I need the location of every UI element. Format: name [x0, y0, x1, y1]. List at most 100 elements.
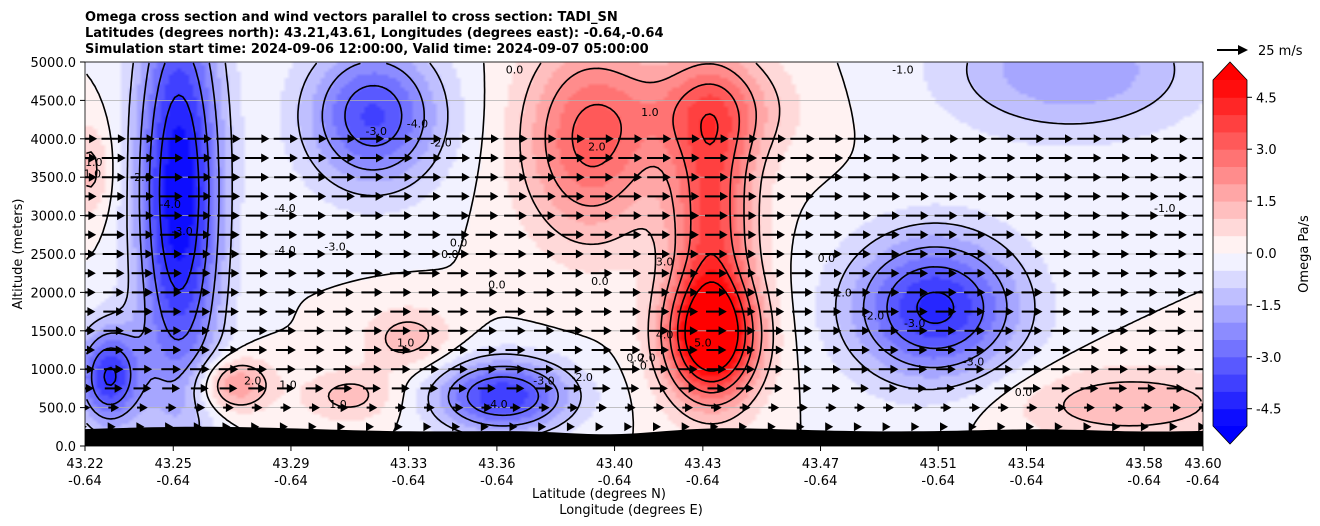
- wind-vector: [1136, 287, 1158, 297]
- wind-vector: [1192, 137, 1203, 140]
- colorbar-swatch: [1213, 408, 1247, 427]
- wind-vector: [561, 211, 585, 221]
- wind-vector: [705, 268, 728, 278]
- contour-label: 1.0: [329, 398, 347, 411]
- colorbar-swatch: [1213, 149, 1247, 167]
- quiver-key-label: 25 m/s: [1258, 44, 1303, 59]
- colorbar-swatch: [1213, 374, 1247, 392]
- wind-vector: [790, 191, 815, 201]
- wind-vector: [417, 172, 442, 182]
- contour-label: -2.0: [863, 309, 884, 322]
- wind-vector: [1079, 345, 1100, 355]
- wind-vector: [1193, 233, 1203, 236]
- wind-vector: [704, 191, 728, 201]
- wind-vector: [876, 172, 901, 182]
- wind-vector: [763, 268, 785, 278]
- wind-vector: [940, 403, 952, 413]
- x-tick-label-lon: -0.64: [1127, 474, 1161, 489]
- wind-vector: [762, 249, 785, 259]
- wind-vector: [849, 326, 871, 336]
- y-tick-label: 2000.0: [31, 286, 77, 301]
- wind-vector: [131, 249, 154, 259]
- wind-vector: [936, 345, 956, 355]
- wind-vector: [647, 153, 671, 163]
- wind-vector: [85, 425, 87, 428]
- wind-vector: [302, 172, 327, 182]
- wind-vector: [677, 287, 699, 297]
- wind-vector: [677, 364, 698, 374]
- colorbar-swatch: [1213, 80, 1247, 98]
- wind-vector: [132, 326, 153, 336]
- wind-vector: [878, 326, 899, 336]
- wind-vector: [189, 345, 210, 355]
- wind-vector: [417, 191, 441, 201]
- wind-vector: [85, 404, 91, 411]
- wind-vector: [905, 211, 929, 221]
- wind-vector: [274, 230, 298, 240]
- wind-vector: [560, 153, 585, 163]
- wind-vector: [764, 364, 784, 374]
- contour-label: 0.0: [488, 279, 506, 292]
- wind-vector: [245, 211, 269, 221]
- wind-vector: [591, 287, 613, 297]
- wind-vector: [821, 364, 841, 374]
- wind-vector: [1165, 364, 1186, 374]
- wind-vector: [159, 172, 183, 182]
- chart-title-line-3: Simulation start time: 2024-09-06 12:00:…: [85, 42, 649, 57]
- chart-title-line-1: Omega cross section and wind vectors par…: [85, 10, 618, 25]
- wind-vector: [245, 172, 269, 182]
- wind-vector: [706, 326, 727, 336]
- colorbar-swatch: [1213, 287, 1247, 306]
- wind-vector: [130, 191, 154, 201]
- wind-vector: [388, 134, 413, 144]
- wind-vector: [85, 364, 95, 374]
- wind-vector: [1137, 364, 1157, 374]
- wind-vector: [618, 191, 642, 201]
- wind-vector: [476, 268, 498, 278]
- wind-vector: [878, 364, 899, 374]
- wind-vector: [906, 249, 929, 259]
- contour-label: -2.0: [571, 371, 592, 384]
- wind-vector: [360, 191, 384, 201]
- x-tick-label-lon: -0.64: [1010, 474, 1044, 489]
- wind-vector: [877, 191, 901, 201]
- wind-vector: [532, 134, 557, 144]
- wind-vector: [650, 383, 668, 393]
- wind-vector: [764, 383, 783, 393]
- wind-vector: [452, 422, 461, 432]
- x-tick-label-lat: 43.33: [390, 457, 427, 472]
- wind-vector: [825, 422, 834, 432]
- wind-vector: [302, 134, 327, 144]
- colorbar-swatch: [1213, 270, 1247, 289]
- colorbar-swatch: [1213, 201, 1247, 219]
- wind-vector: [247, 345, 268, 355]
- wind-vector: [908, 383, 927, 393]
- wind-vector: [419, 307, 440, 317]
- wind-vector: [332, 249, 355, 259]
- wind-vector: [1108, 345, 1129, 355]
- wind-vector: [848, 230, 872, 240]
- wind-vector: [736, 383, 755, 393]
- wind-vector: [160, 287, 182, 297]
- wind-vector: [906, 287, 928, 297]
- wind-vector: [275, 307, 297, 317]
- wind-vector: [825, 403, 837, 413]
- wind-vector: [476, 345, 497, 355]
- wind-vector: [304, 287, 326, 297]
- wind-vector: [792, 345, 813, 355]
- contour-line: [684, 281, 739, 372]
- wind-vector: [475, 211, 499, 221]
- wind-vector: [1049, 172, 1073, 182]
- wind-vector: [359, 134, 385, 144]
- wind-vector: [647, 172, 671, 182]
- wind-vector: [102, 230, 125, 240]
- wind-vector: [964, 307, 986, 317]
- wind-vector: [534, 326, 555, 336]
- wind-vector: [1077, 134, 1102, 144]
- wind-vector: [561, 230, 585, 240]
- wind-vector: [821, 326, 842, 336]
- wind-vector: [1078, 268, 1101, 278]
- wind-vector: [647, 230, 671, 240]
- wind-vector: [792, 307, 813, 317]
- wind-vector: [682, 403, 694, 413]
